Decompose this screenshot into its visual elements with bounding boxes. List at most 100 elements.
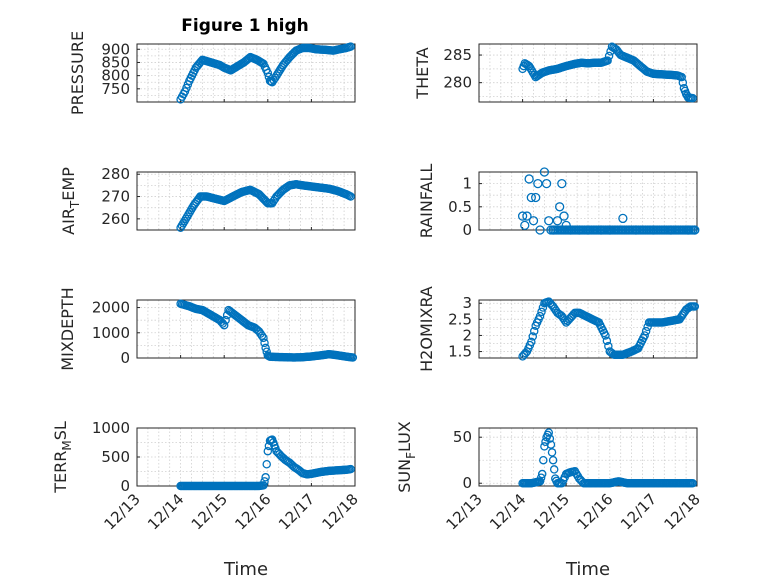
x-tick-label: 12/15 [530,490,573,533]
y-axis-label: AIRTEMP [59,167,82,235]
subplot-terr-msl: 0 500 1000 12/13 12/14 12/15 12/16 12/17 12/18 T… [51,419,362,580]
data-point [548,455,558,465]
y-axis-label: TERRMSL [51,421,74,494]
x-tick-label: 12/17 [275,490,318,533]
data-point [535,225,545,235]
data-point [537,307,546,317]
data-point [678,78,688,87]
x-tick-label: 12/18 [319,490,362,533]
data-point [677,72,686,82]
x-tick-label: 12/13 [443,490,486,533]
data-point [261,343,270,353]
data-point [526,192,536,203]
y-tick-label: 900 [101,40,130,58]
y-tick-label: 0 [120,477,130,495]
y-tick-label: 0 [462,474,472,492]
y-axis-label: PRESSURE [68,31,87,115]
data-point [552,216,563,226]
data-point [529,326,539,336]
y-tick-label: 3 [462,294,472,312]
x-tick-label: 12/14 [144,490,187,533]
axes-frame [136,43,356,103]
subplot-sun-flux: 0 50 12/13 12/14 12/15 12/16 12/17 12/18 SUNFLU… [395,421,704,580]
y-tick-label: 0 [120,349,130,367]
data-point [276,65,285,74]
subplot-air-temp: 260 270 280 AIRTEMP [59,165,356,235]
data-point [547,448,557,457]
data-point [539,167,550,177]
y-tick-label: 260 [101,210,130,228]
data-point [273,69,283,78]
data-point [535,311,545,321]
axes-frame [478,299,698,359]
axes-frame [478,43,698,103]
data-point [254,327,264,336]
x-tick-label: 12/16 [231,490,274,533]
data-point [641,326,651,336]
data-point [640,331,649,340]
data-point [539,455,548,465]
data-point [604,51,614,61]
data-point [601,331,610,340]
y-tick-label: 0.5 [448,198,472,216]
data-point [690,302,700,311]
x-tick-label: 12/15 [188,490,231,533]
y-tick-label: 800 [101,67,130,85]
data-point [546,440,556,449]
data-point [535,477,545,486]
y-tick-label: 1 [462,175,472,193]
data-point [533,178,543,189]
data-point [346,192,355,201]
y-tick-label: 500 [101,448,130,466]
y-tick-label: 850 [101,53,130,71]
data-point [257,331,267,340]
y-tick-label: 2 [462,326,472,344]
y-tick-label: 1000 [92,324,130,342]
y-tick-label: 2.5 [448,310,472,328]
y-tick-label: 280 [101,165,130,183]
data-point [559,211,569,221]
data-point [528,332,538,341]
data-point [219,320,229,330]
x-tick-label: 12/18 [661,490,704,533]
data-point [221,315,230,325]
subplot-theta: 280 285 THETA [413,42,698,103]
data-point [522,211,532,221]
data-point [541,178,552,189]
data-point [527,337,536,347]
data-point [520,220,530,231]
y-tick-label: 50 [453,428,472,446]
data-point [544,216,554,226]
y-axis-label: RAINFALL [417,164,436,239]
y-tick-label: 750 [101,80,130,98]
x-axis-label: Time [565,559,610,580]
data-point [618,213,628,224]
data-point [270,73,280,83]
data-point [689,225,700,235]
subplot-h2omixra: 1.522.53 H2OMIXRA [417,286,700,372]
data-point [536,473,546,482]
data-point [259,333,268,343]
data-point [274,67,284,76]
data-point [549,465,559,474]
data-point [517,211,528,221]
figure-title: Figure 1 high [181,16,309,36]
data-point [557,178,567,189]
data-point [346,42,355,51]
data-point [537,469,547,479]
axes-frame [136,171,356,231]
data-point [262,459,271,469]
x-tick-label: 12/14 [486,490,529,533]
y-tick-label: 1.5 [448,343,472,361]
y-tick-label: 1000 [92,419,130,437]
data-point [544,428,554,437]
data-point [688,93,697,103]
y-tick-label: 0 [462,221,472,239]
subplot-mixdepth: 0 1000 2000 MIXDEPTH [58,287,358,371]
data-point [603,56,612,65]
y-tick-label: 280 [443,74,472,92]
data-point [260,338,269,348]
x-tick-label: 12/17 [617,490,660,533]
